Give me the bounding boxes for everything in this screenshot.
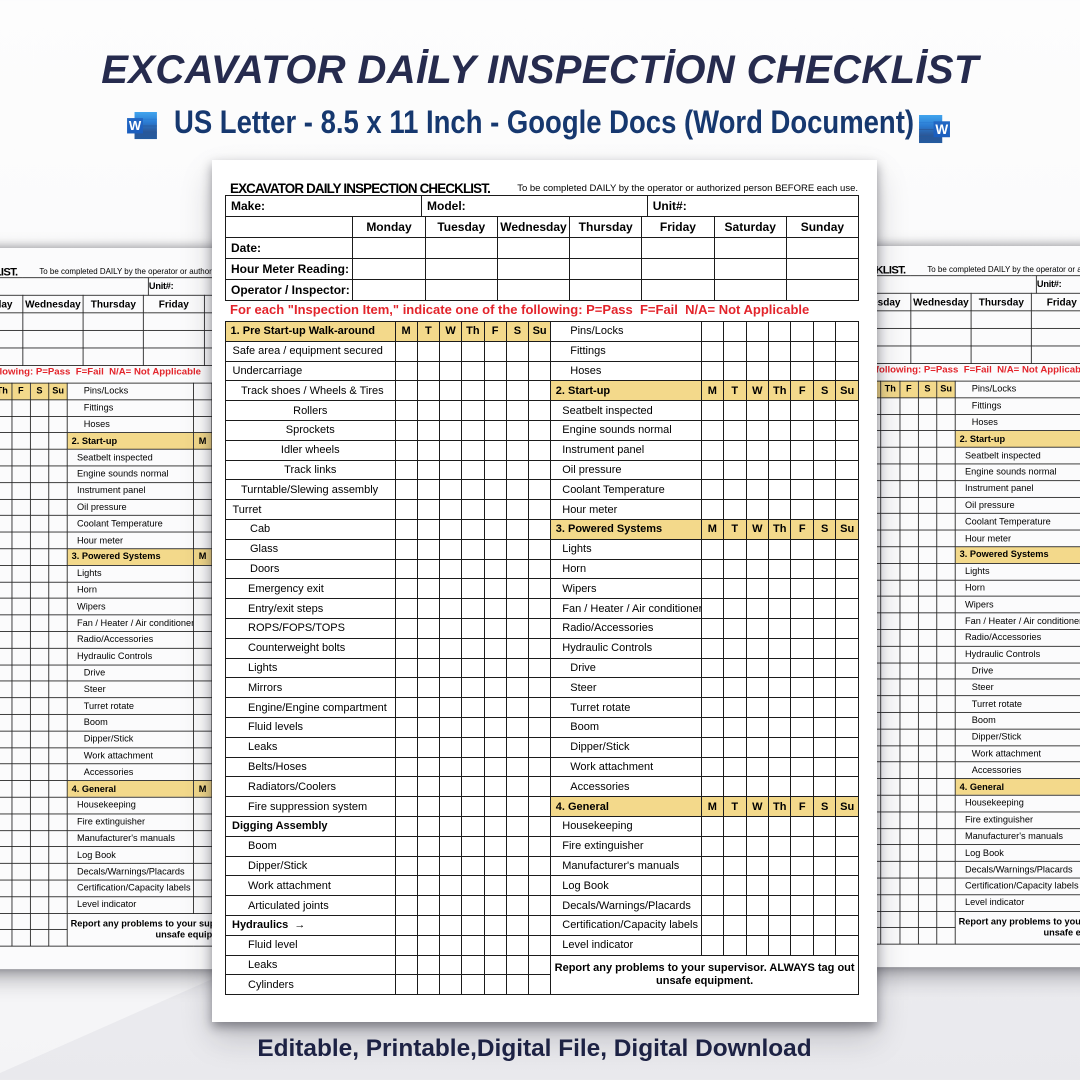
svg-text:W: W [935,122,948,137]
svg-text:W: W [129,118,142,133]
